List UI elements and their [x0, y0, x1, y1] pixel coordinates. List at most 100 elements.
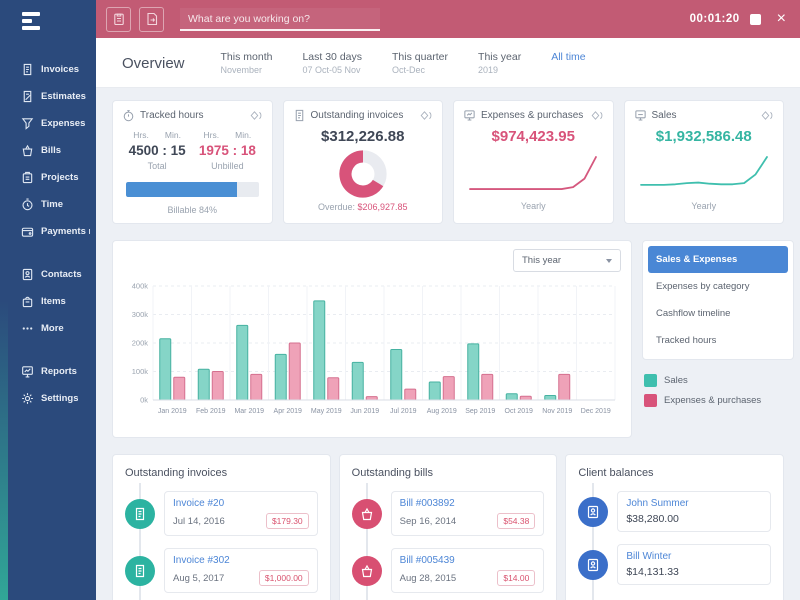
client-item-box[interactable]: John Summer $38,280.00 — [617, 491, 772, 532]
expenses-amount: $974,423.95 — [491, 128, 575, 145]
svg-text:Apr 2019: Apr 2019 — [274, 408, 303, 415]
flip-card-icon[interactable] — [761, 110, 774, 121]
clipboard-icon — [113, 13, 124, 26]
sidebar-nav: Invoices Estimates Expenses Bills Projec… — [8, 56, 96, 412]
outstanding-invoices-list-card: Outstanding invoices Invoice #20 Jul 14,… — [112, 454, 331, 600]
sidebar-item-bills[interactable]: Bills — [8, 137, 96, 164]
page-title: Overview — [122, 54, 185, 72]
sidebar-item-settings[interactable]: Settings — [8, 385, 96, 412]
tab-cashflow-timeline[interactable]: Cashflow timeline — [656, 308, 731, 319]
invoice-item-box[interactable]: Invoice #302 Aug 5, 2017 $1,000.00 — [164, 548, 318, 593]
sidebar-item-items[interactable]: Items — [8, 288, 96, 315]
tab-sales-expenses[interactable]: Sales & Expenses — [648, 246, 788, 273]
svg-text:May 2019: May 2019 — [311, 408, 342, 415]
client-balance: $14,131.33 — [626, 566, 679, 578]
billable-progress-fill — [126, 182, 238, 197]
nav-group-directory: Contacts Items More — [8, 261, 96, 342]
flip-card-icon[interactable] — [250, 110, 263, 121]
search-input[interactable] — [180, 7, 380, 31]
sidebar-item-label: Payments rece... — [41, 226, 90, 237]
filter-last-30-days[interactable]: Last 30 days 07 Oct-05 Nov — [302, 51, 362, 75]
sidebar-item-reports[interactable]: Reports — [8, 358, 96, 385]
client-link[interactable]: Bill Winter — [626, 551, 672, 562]
close-button[interactable]: × — [776, 10, 786, 27]
bill-link[interactable]: Bill #005439 — [399, 555, 455, 566]
flip-card-icon[interactable] — [420, 110, 433, 121]
filter-this-year[interactable]: This year 2019 — [478, 51, 522, 75]
filter-this-month[interactable]: This month November — [220, 51, 273, 75]
unbilled-hours-value: 1975 : 18 — [198, 143, 256, 158]
app-logo[interactable] — [22, 12, 96, 30]
billable-progress — [126, 182, 259, 197]
chart-side-panel: Sales & Expenses Expenses by category Ca… — [642, 240, 794, 414]
chevron-down-icon — [606, 258, 612, 263]
sales-expenses-bar-chart: 0k 100k 200k 300k 400k Jan 2019 Feb 2019 Mar 20… — [132, 282, 616, 415]
card-title: Expenses & purchases — [481, 110, 584, 121]
invoice-link[interactable]: Invoice #302 — [173, 555, 230, 566]
bill-circle-icon — [351, 498, 382, 529]
card-title: Tracked hours — [140, 110, 204, 121]
sidebar-item-projects[interactable]: Projects — [8, 164, 96, 191]
tab-tracked-hours[interactable]: Tracked hours — [656, 335, 717, 346]
sidebar-item-label: Bills — [41, 145, 62, 156]
expenses-swatch — [644, 394, 657, 407]
filter-all-time[interactable]: All time — [551, 51, 586, 63]
sales-card: Sales $1,932,586.48 Yearly — [623, 100, 784, 224]
sidebar-item-label: Estimates — [41, 91, 86, 102]
sidebar-item-expenses[interactable]: Expenses — [8, 110, 96, 137]
expenses-sparkline — [469, 156, 598, 190]
invoice-link[interactable]: Invoice #20 — [173, 498, 225, 509]
svg-text:Jun 2019: Jun 2019 — [350, 408, 379, 415]
client-circle-icon — [578, 549, 609, 580]
bill-item-box[interactable]: Bill #003892 Sep 16, 2014 $54.38 — [390, 491, 545, 536]
chart-tabs-card: Sales & Expenses Expenses by category Ca… — [642, 240, 794, 360]
svg-text:Jul 2019: Jul 2019 — [390, 408, 417, 415]
sidebar-item-estimates[interactable]: Estimates — [8, 83, 96, 110]
clipboard-button[interactable] — [106, 6, 131, 32]
main-area: 00:01:20 × Overview This month November … — [96, 0, 800, 600]
sales-amount: $1,932,586.48 — [655, 128, 752, 145]
card-title: Client balances — [578, 467, 654, 479]
outstanding-bills-list-card: Outstanding bills Bill #003892 Sep 16, 2… — [338, 454, 558, 600]
sidebar-item-time[interactable]: Time — [8, 191, 96, 218]
invoice-circle-icon — [125, 555, 155, 586]
client-circle-icon — [578, 496, 609, 527]
invoice-item-box[interactable]: Invoice #20 Jul 14, 2016 $179.30 — [164, 491, 318, 536]
svg-text:300k: 300k — [132, 310, 149, 319]
client-link[interactable]: John Summer — [626, 498, 689, 509]
project-icon — [22, 171, 33, 184]
contacts-icon — [22, 268, 33, 281]
stop-timer-button[interactable] — [748, 12, 763, 27]
svg-text:Sep 2019: Sep 2019 — [465, 408, 495, 415]
sidebar-item-invoices[interactable]: Invoices — [8, 56, 96, 83]
estimate-icon — [23, 90, 32, 103]
bill-link[interactable]: Bill #003892 — [399, 498, 455, 509]
sales-sparkline — [639, 156, 768, 186]
overdue-line: Overdue: $206,927.85 — [317, 202, 408, 212]
client-balances-list-card: Client balances John Summer $38,280.00 — [565, 454, 785, 600]
list-item: Invoice #20 Jul 14, 2016 $179.30 — [125, 491, 318, 536]
bill-item-box[interactable]: Bill #005439 Aug 28, 2015 $14.00 — [390, 548, 545, 593]
document-arrow-icon — [146, 12, 157, 26]
filter-this-quarter[interactable]: This quarter Oct-Dec — [392, 51, 449, 75]
chart-section: This year 0k 100k 200k 300k 400k Jan 2019 Feb … — [112, 240, 794, 438]
clients-timeline: John Summer $38,280.00 Bill Winter — [578, 483, 772, 600]
list-item: Invoice #302 Aug 5, 2017 $1,000.00 — [125, 548, 318, 593]
tab-expenses-by-category[interactable]: Expenses by category — [656, 281, 750, 292]
chart-legend: Sales Expenses & purchases — [642, 374, 794, 407]
total-hours-value: 4500 : 15 — [128, 143, 186, 158]
sidebar-item-more[interactable]: More — [8, 315, 96, 342]
client-item-box[interactable]: Bill Winter $14,131.33 — [617, 544, 772, 585]
sidebar-item-payments-received[interactable]: Payments rece... — [8, 218, 96, 245]
items-icon — [22, 296, 33, 308]
unbilled-hours-block: Hrs. Min. 1975 : 18 Unbilled — [192, 130, 262, 171]
outstanding-invoices-amount: $312,226.88 — [321, 128, 405, 145]
document-button[interactable] — [139, 6, 164, 32]
amount-badge: $54.38 — [497, 513, 536, 529]
sidebar-gradient-strip — [0, 0, 8, 600]
list-item: Bill Winter $14,131.33 — [578, 544, 772, 585]
chart-period-dropdown[interactable]: This year — [513, 249, 621, 272]
sidebar-item-contacts[interactable]: Contacts — [8, 261, 96, 288]
flip-card-icon[interactable] — [591, 110, 604, 121]
